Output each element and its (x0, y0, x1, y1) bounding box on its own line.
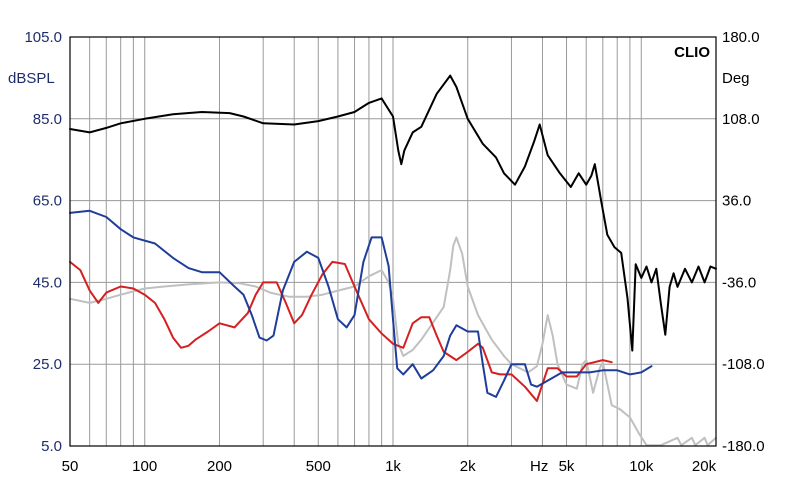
left-tick-label: 45.0 (33, 274, 62, 291)
right-tick-label: 36.0 (722, 193, 751, 210)
left-tick-label: 5.0 (41, 438, 62, 455)
x-tick-label: 5k (559, 458, 575, 475)
x-axis-unit: Hz (530, 458, 548, 475)
series-layer (69, 74, 717, 447)
left-tick-label: 85.0 (33, 111, 62, 128)
right-axis-unit: Deg (722, 70, 750, 87)
x-tick-label: 20k (692, 458, 717, 475)
left-tick-label: 105.0 (24, 29, 62, 46)
left-axis-tick-labels: 5.0 25.0 45.0 65.0 85.0 105.0 (24, 29, 62, 455)
right-tick-label: 108.0 (722, 111, 760, 128)
series-line-1 (69, 260, 613, 402)
clio-brand-label: CLIO (674, 44, 710, 61)
x-tick-label: 100 (132, 458, 157, 475)
series-line-3 (69, 74, 717, 352)
x-tick-label: 1k (385, 458, 401, 475)
x-tick-label: 200 (207, 458, 232, 475)
left-axis-unit: dBSPL (8, 70, 55, 87)
right-tick-label: -36.0 (722, 274, 756, 291)
x-tick-label: 2k (460, 458, 476, 475)
x-tick-label: 500 (306, 458, 331, 475)
plot-frame (69, 36, 717, 447)
grid (70, 37, 716, 446)
x-tick-label: 10k (629, 458, 654, 475)
right-tick-label: 180.0 (722, 29, 760, 46)
x-tick-label: 50 (62, 458, 79, 475)
x-axis-tick-labels: 50 100 200 500 1k 2k 5k 10k 20k (62, 458, 717, 475)
right-tick-label: -108.0 (722, 356, 765, 373)
left-tick-label: 25.0 (33, 356, 62, 373)
series-line-2 (69, 236, 717, 447)
right-tick-label: -180.0 (722, 438, 765, 455)
right-axis-tick-labels: -180.0 -108.0 -36.0 36.0 108.0 180.0 (722, 29, 765, 455)
left-tick-label: 65.0 (33, 193, 62, 210)
series-line-0 (69, 209, 653, 398)
